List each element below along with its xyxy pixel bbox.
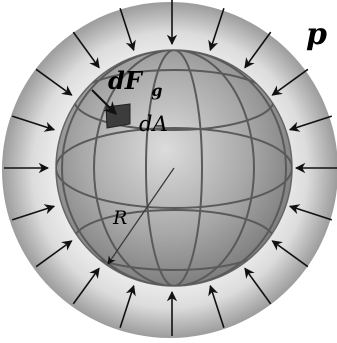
pressure-arrow-icon [35,68,73,96]
pressure-arrow-icon [288,204,333,221]
pressure-arrow-icon [208,7,225,52]
pressure-arrow-icon [11,115,56,132]
pressure-arrow-icon [271,68,309,96]
pressure-arrow-icon [244,31,272,69]
area-label: dA [139,112,168,136]
pressure-arrow-icon [208,284,225,329]
pressure-arrows-group [4,0,337,336]
pressure-arrow-icon [72,267,100,305]
force-label: dF g [108,66,162,100]
meridian-outer-line [61,50,287,286]
equator-line [56,127,292,209]
radius-arrow [107,167,175,265]
pressure-arrow-icon [11,204,56,221]
pressure-arrow-icon [119,284,136,329]
pressure-label: p [306,17,327,52]
force-label-subscript: g [151,81,162,100]
pressure-arrow-icon [244,267,272,305]
force-arrow [91,89,117,115]
meridian-center-line [145,50,203,286]
pressure-arrow-icon [119,7,136,52]
pressure-arrow-icon [72,31,100,69]
pressure-arrow-icon [288,115,333,132]
pressure-arrow-icon [35,240,73,268]
meridian-mid-line [93,50,255,286]
pressure-arrow-icon [271,240,309,268]
force-label-main: dF [108,66,144,95]
radius-label: R [112,207,127,229]
